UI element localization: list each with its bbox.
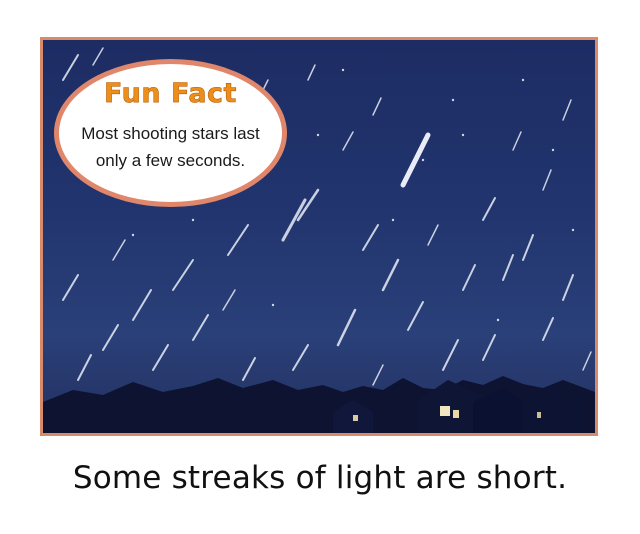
- meteor-streak: [227, 224, 249, 256]
- meteor-streak: [112, 239, 126, 261]
- star: [461, 133, 465, 137]
- meteor-streak: [427, 224, 439, 246]
- meteor-streak: [407, 301, 424, 331]
- meteor-streak: [542, 317, 554, 341]
- meteor-streak: [242, 357, 256, 381]
- meteor-streak: [512, 131, 522, 151]
- fun-fact-line-2: only a few seconds.: [95, 151, 246, 170]
- star: [451, 98, 455, 102]
- star: [391, 218, 395, 222]
- meteor-streak: [562, 274, 574, 301]
- meteor-streak: [342, 131, 354, 151]
- meteor-streak: [582, 351, 592, 371]
- meteor-streak: [522, 234, 534, 261]
- meteor-streak: [400, 132, 431, 188]
- meteor-streak: [152, 344, 169, 371]
- meteor-streak: [542, 169, 552, 191]
- meteor-streak: [482, 334, 496, 361]
- meteor-streak: [462, 264, 476, 291]
- meteor-streak: [307, 64, 316, 81]
- meteor-streak: [372, 364, 384, 386]
- star: [191, 218, 195, 222]
- meteor-streak: [222, 289, 236, 311]
- page-caption: Some streaks of light are short.: [72, 460, 568, 496]
- star: [551, 148, 555, 152]
- meteor-streak: [296, 188, 320, 222]
- meteor-streak: [62, 274, 79, 301]
- fun-fact-title: Fun Fact: [104, 78, 237, 110]
- star: [271, 303, 275, 307]
- meteor-streak: [362, 224, 379, 251]
- meteor-shower-photo: [40, 37, 598, 436]
- meteor-streak: [502, 254, 514, 281]
- meteor-streak: [102, 324, 119, 351]
- meteor-streak: [92, 47, 104, 66]
- meteor-streak: [172, 259, 194, 291]
- meteor-streak: [482, 197, 496, 221]
- star: [316, 133, 320, 137]
- fun-fact-body: Most shooting stars last only a few seco…: [65, 120, 276, 174]
- meteor-streak: [336, 308, 357, 347]
- meteor-streak: [381, 258, 400, 292]
- star: [571, 228, 575, 232]
- star: [521, 78, 525, 82]
- meteor-streak: [281, 198, 307, 242]
- house-silhouettes: [43, 376, 595, 433]
- meteor-streaks: [62, 47, 592, 386]
- meteor-streak: [372, 97, 382, 116]
- meteor-streak: [62, 54, 79, 81]
- meteor-streak: [192, 314, 209, 341]
- night-sky-illustration: [43, 47, 595, 433]
- fun-fact-callout: Fun Fact Most shooting stars last only a…: [54, 59, 287, 207]
- meteor-streak: [292, 344, 309, 371]
- meteor-streak: [442, 339, 459, 371]
- meteor-streak: [77, 354, 92, 381]
- star: [421, 158, 425, 162]
- star: [341, 68, 345, 72]
- star: [131, 233, 135, 237]
- meteor-streak: [562, 99, 572, 121]
- star: [496, 318, 500, 322]
- meteor-streak: [132, 289, 152, 321]
- fun-fact-line-1: Most shooting stars last: [81, 124, 260, 143]
